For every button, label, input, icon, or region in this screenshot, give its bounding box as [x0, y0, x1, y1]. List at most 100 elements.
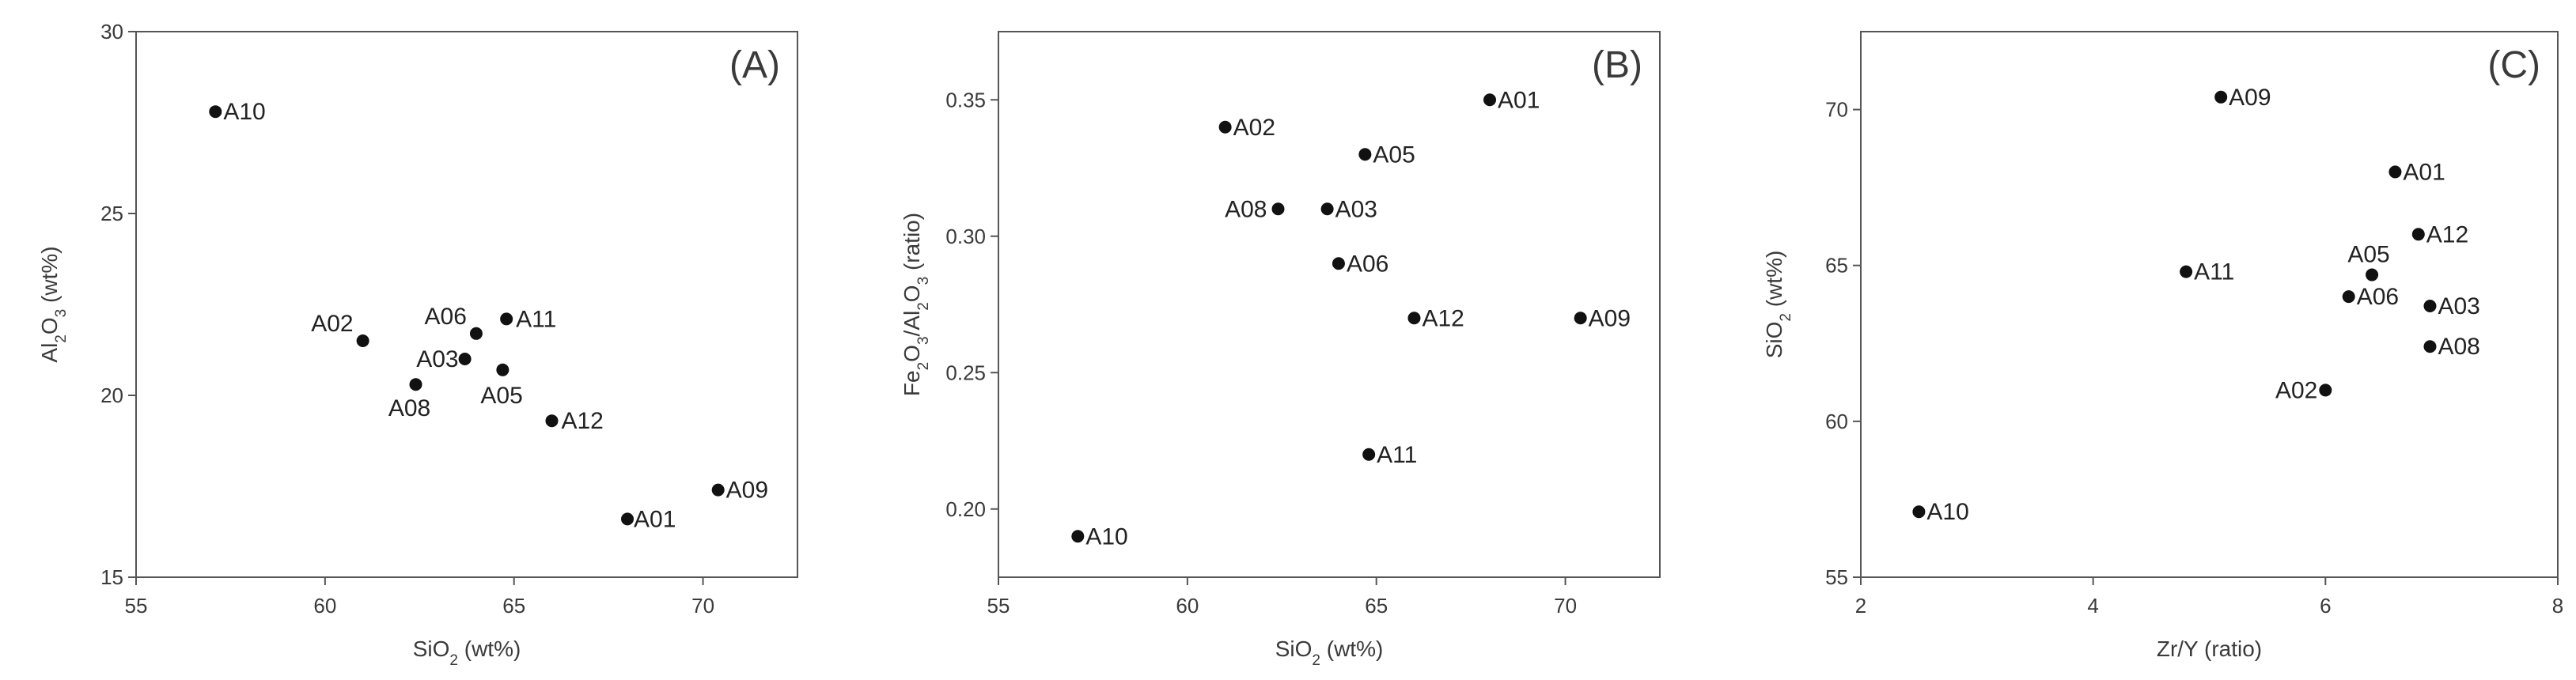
point-label: A05 — [480, 383, 522, 409]
y-axis-label: Fe2O3/Al2O3 (ratio) — [900, 213, 932, 396]
point-label: A08 — [2438, 334, 2479, 360]
data-point-a06 — [1332, 257, 1345, 270]
data-point-a11 — [2180, 265, 2193, 278]
point-label: A01 — [1498, 87, 1540, 113]
data-point-a06 — [2342, 290, 2355, 304]
panel-label: (B) — [1592, 44, 1642, 86]
data-point-a11 — [1362, 448, 1376, 461]
x-axis-label: SiO2 (wt%) — [1275, 637, 1384, 669]
x-tick-label: 8 — [2552, 594, 2563, 618]
data-point-a08 — [2423, 340, 2437, 353]
x-tick-label: 60 — [1176, 594, 1199, 618]
x-tick-label: 65 — [502, 594, 525, 618]
point-label: A03 — [416, 346, 458, 372]
data-point-a08 — [1271, 202, 1285, 216]
point-label: A10 — [223, 99, 265, 125]
point-label: A09 — [726, 478, 768, 504]
y-tick-label: 0.30 — [945, 225, 986, 248]
data-point-a03 — [1320, 202, 1334, 216]
point-label: A11 — [1377, 442, 1417, 468]
data-point-a10 — [209, 105, 222, 119]
data-point-a01 — [621, 512, 635, 526]
point-label: A12 — [561, 408, 603, 434]
data-point-a09 — [1574, 312, 1587, 325]
data-point-a11 — [500, 312, 513, 326]
data-point-a02 — [2319, 383, 2332, 397]
x-axis-label: SiO2 (wt%) — [413, 637, 521, 669]
data-point-a01 — [1483, 93, 1497, 107]
y-tick-label: 65 — [1825, 254, 1848, 278]
x-tick-label: 2 — [1855, 594, 1866, 618]
data-point-a05 — [1358, 148, 1372, 161]
y-tick-label: 55 — [1825, 565, 1848, 589]
point-label: A11 — [516, 306, 556, 332]
x-tick-label: 65 — [1365, 594, 1388, 618]
data-point-a12 — [2411, 228, 2425, 241]
panel-b: 55 60 65 70 0.20 0.25 0.30 0.35 SiO2 (wt%) Fe2O3/… — [900, 31, 1661, 669]
x-tick-label: 4 — [2087, 594, 2098, 618]
data-point-a06 — [469, 327, 483, 340]
point-label: A02 — [1233, 115, 1275, 141]
y-tick-label: 0.25 — [945, 361, 986, 384]
point-label: A01 — [634, 506, 676, 532]
y-axis-label: Al2O3 (wt%) — [37, 246, 70, 362]
y-tick-label: 0.20 — [945, 497, 986, 521]
point-label: A06 — [425, 304, 467, 330]
point-label: A10 — [1926, 499, 1968, 525]
point-label: A02 — [2275, 377, 2317, 403]
point-label: A12 — [2426, 221, 2468, 247]
point-label: A06 — [2357, 284, 2399, 310]
point-label: A01 — [2403, 159, 2445, 185]
y-tick-label: 0.35 — [945, 88, 986, 111]
point-label: A12 — [1422, 305, 1464, 331]
point-label: A03 — [1335, 196, 1377, 222]
x-tick-label: 60 — [313, 594, 336, 618]
x-tick-label: 70 — [1554, 594, 1577, 618]
panel-c: 2 4 6 8 55 60 65 70 Zr/Y (ratio) SiO2 (wt%) (C) A09… — [1762, 31, 2563, 661]
x-axis-label: Zr/Y (ratio) — [2157, 637, 2262, 661]
x-tick-label: 70 — [691, 594, 714, 618]
x-tick-label: 55 — [125, 594, 148, 618]
plot-frame — [135, 31, 798, 578]
data-point-a10 — [1912, 505, 1926, 519]
panel-a: 55 60 65 70 15 20 25 30 SiO2 (wt%) Al2O3 (wt%) (A)… — [37, 20, 798, 669]
plot-frame — [1860, 31, 2559, 578]
point-label: A11 — [2194, 259, 2234, 285]
panel-label: (C) — [2487, 44, 2540, 86]
data-point-a10 — [1071, 530, 1085, 543]
point-label: A08 — [388, 395, 430, 421]
data-point-a05 — [496, 363, 510, 376]
data-point-a01 — [2388, 165, 2402, 179]
point-label: A08 — [1225, 196, 1267, 222]
data-point-a03 — [458, 353, 472, 365]
y-tick-label: 30 — [100, 20, 123, 43]
point-label: A06 — [1347, 251, 1388, 277]
x-tick-label: 6 — [2320, 594, 2331, 618]
y-tick-label: 60 — [1825, 410, 1848, 433]
point-label: A09 — [1589, 305, 1631, 331]
y-tick-label: 70 — [1825, 98, 1848, 122]
data-point-a08 — [409, 378, 422, 391]
panel-label: (A) — [729, 44, 780, 86]
point-label: A03 — [2438, 293, 2479, 319]
plot-frame — [998, 31, 1661, 578]
x-tick-label: 55 — [987, 594, 1010, 618]
point-label: A09 — [2229, 85, 2271, 111]
y-tick-label: 15 — [100, 565, 123, 589]
y-axis-label: SiO2 (wt%) — [1762, 251, 1794, 359]
data-point-a12 — [1407, 312, 1421, 325]
y-tick-label: 20 — [100, 383, 123, 407]
data-point-a09 — [2214, 90, 2228, 104]
data-point-a03 — [2423, 299, 2437, 312]
data-point-a09 — [711, 483, 725, 497]
point-label: A02 — [311, 311, 353, 337]
data-point-a02 — [356, 334, 369, 347]
data-point-a02 — [1218, 120, 1232, 134]
point-label: A10 — [1085, 523, 1127, 550]
point-label: A05 — [2347, 242, 2389, 268]
data-point-a05 — [2366, 268, 2379, 281]
y-tick-label: 25 — [100, 202, 123, 225]
point-label: A05 — [1373, 142, 1415, 168]
data-point-a12 — [545, 414, 559, 428]
